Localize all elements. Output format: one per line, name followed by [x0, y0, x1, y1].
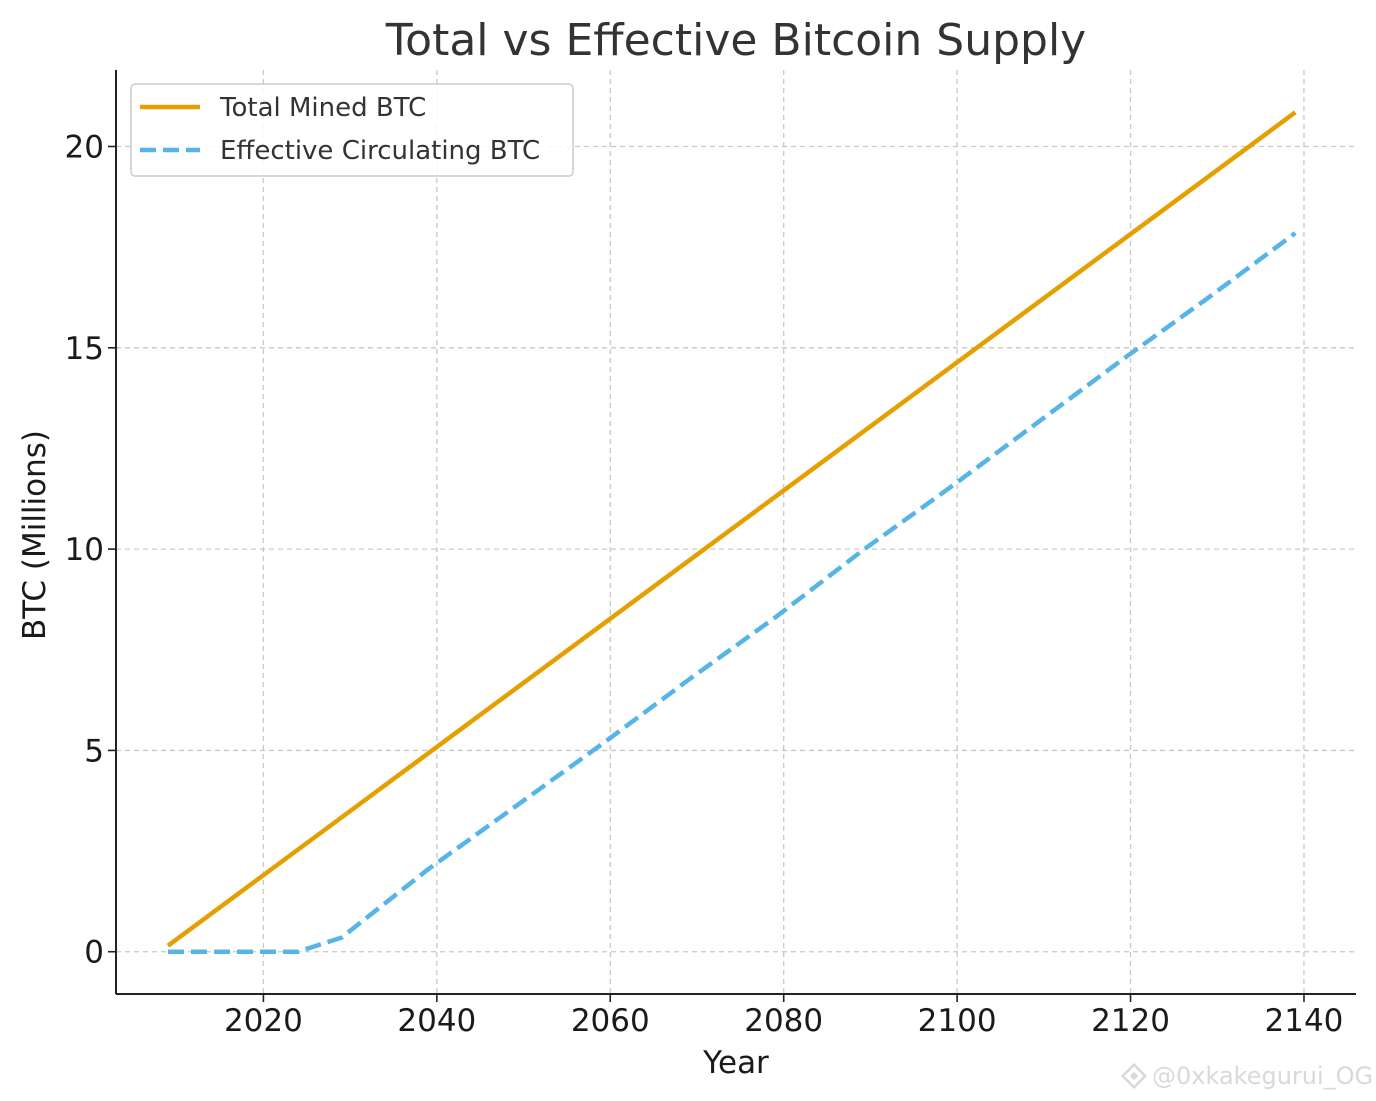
binance-logo-icon — [1120, 1062, 1148, 1090]
y-tick-label: 20 — [65, 129, 104, 165]
y-tick-label: 10 — [65, 532, 104, 568]
y-axis-label: BTC (Millions) — [17, 430, 53, 640]
x-tick-label: 2120 — [1091, 1003, 1170, 1039]
x-axis-label: Year — [702, 1045, 769, 1081]
axes — [115, 70, 1356, 995]
legend-label-2: Effective Circulating BTC — [220, 136, 540, 166]
legend-label-1: Total Mined BTC — [219, 93, 426, 123]
legend-box — [130, 83, 574, 177]
x-tick-label: 2040 — [397, 1003, 476, 1039]
x-tick-label: 2020 — [224, 1003, 303, 1039]
x-tick-label: 2080 — [744, 1003, 823, 1039]
x-tick-label: 2140 — [1265, 1003, 1344, 1039]
x-ticks: 2020 2040 2060 2080 2100 2120 2140 — [224, 994, 1343, 1039]
series-line-1 — [166, 110, 1297, 948]
chart-title: Total vs Effective Bitcoin Supply — [385, 15, 1086, 66]
y-tick-label: 5 — [84, 733, 104, 769]
grid — [116, 70, 1356, 994]
y-ticks: 0 5 10 15 20 — [65, 129, 116, 971]
watermark-text: @0xkakegurui_OG — [1152, 1062, 1373, 1090]
watermark: @0xkakegurui_OG — [1120, 1062, 1373, 1090]
y-tick-label: 0 — [84, 935, 104, 971]
legend: Total Mined BTC Effective Circulating BTC — [130, 83, 574, 177]
y-tick-label: 15 — [65, 331, 104, 367]
x-tick-label: 2100 — [918, 1003, 997, 1039]
series-line-2 — [168, 231, 1297, 954]
series-lines — [166, 110, 1297, 954]
x-tick-label: 2060 — [571, 1003, 650, 1039]
